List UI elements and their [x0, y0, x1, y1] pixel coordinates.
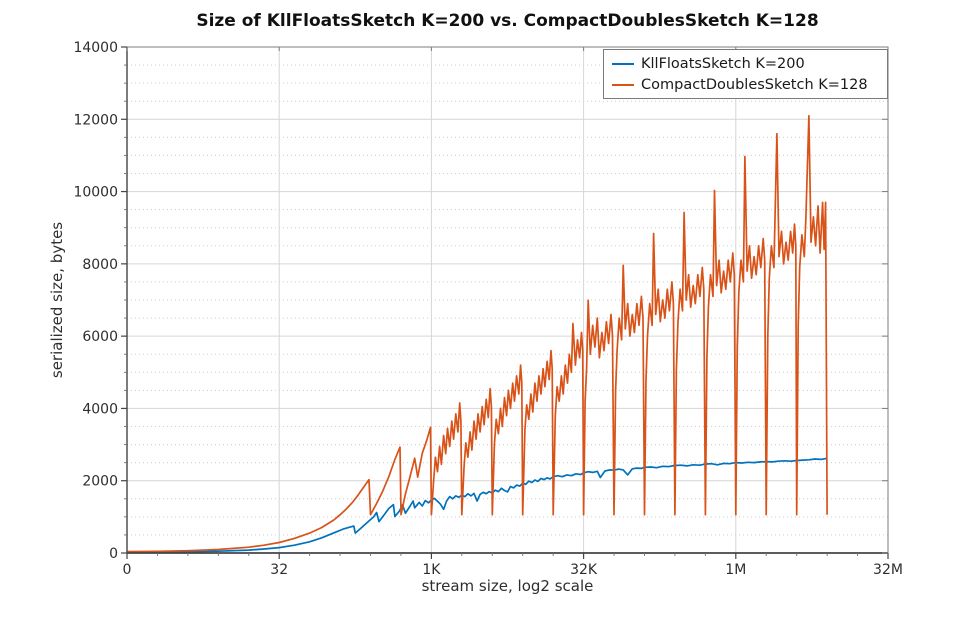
y-tick-label: 4000 — [82, 401, 118, 417]
y-tick-label: 12000 — [73, 112, 118, 128]
legend: KllFloatsSketch K=200 CompactDoublesSket… — [603, 49, 888, 99]
series-line-kllfloatssketch — [126, 457, 828, 554]
y-tick-label: 6000 — [82, 329, 118, 345]
series-line-compactdoublessketch — [126, 114, 828, 553]
x-tick-label: 32M — [873, 562, 903, 578]
kllfloatssketch-line-swatch — [612, 62, 634, 65]
legend-label-compactdoublessketch: CompactDoublesSketch K=128 — [641, 76, 868, 93]
legend-entry-kllfloatssketch: KllFloatsSketch K=200 — [612, 56, 879, 72]
chart-title: Size of KllFloatsSketch K=200 vs. Compac… — [196, 11, 819, 31]
x-axis-title: stream size, log2 scale — [421, 577, 594, 595]
x-tick-label: 1K — [422, 562, 441, 578]
y-tick-label: 0 — [109, 546, 118, 562]
y-tick-label: 10000 — [73, 185, 118, 201]
y-tick-label: 2000 — [82, 474, 118, 490]
y-tick-label: 8000 — [82, 257, 118, 273]
legend-label-kllfloatssketch: KllFloatsSketch K=200 — [641, 55, 805, 72]
compactdoublessketch-line-swatch — [612, 83, 634, 86]
y-tick-label: 14000 — [73, 40, 118, 56]
legend-entry-compactdoublessketch: CompactDoublesSketch K=128 — [612, 77, 879, 93]
y-axis-title: serialized size, bytes — [48, 221, 66, 379]
x-tick-label: 0 — [123, 562, 132, 578]
x-tick-label: 1M — [725, 562, 746, 578]
x-tick-label: 32K — [570, 562, 598, 578]
x-tick-label: 32 — [270, 562, 288, 578]
